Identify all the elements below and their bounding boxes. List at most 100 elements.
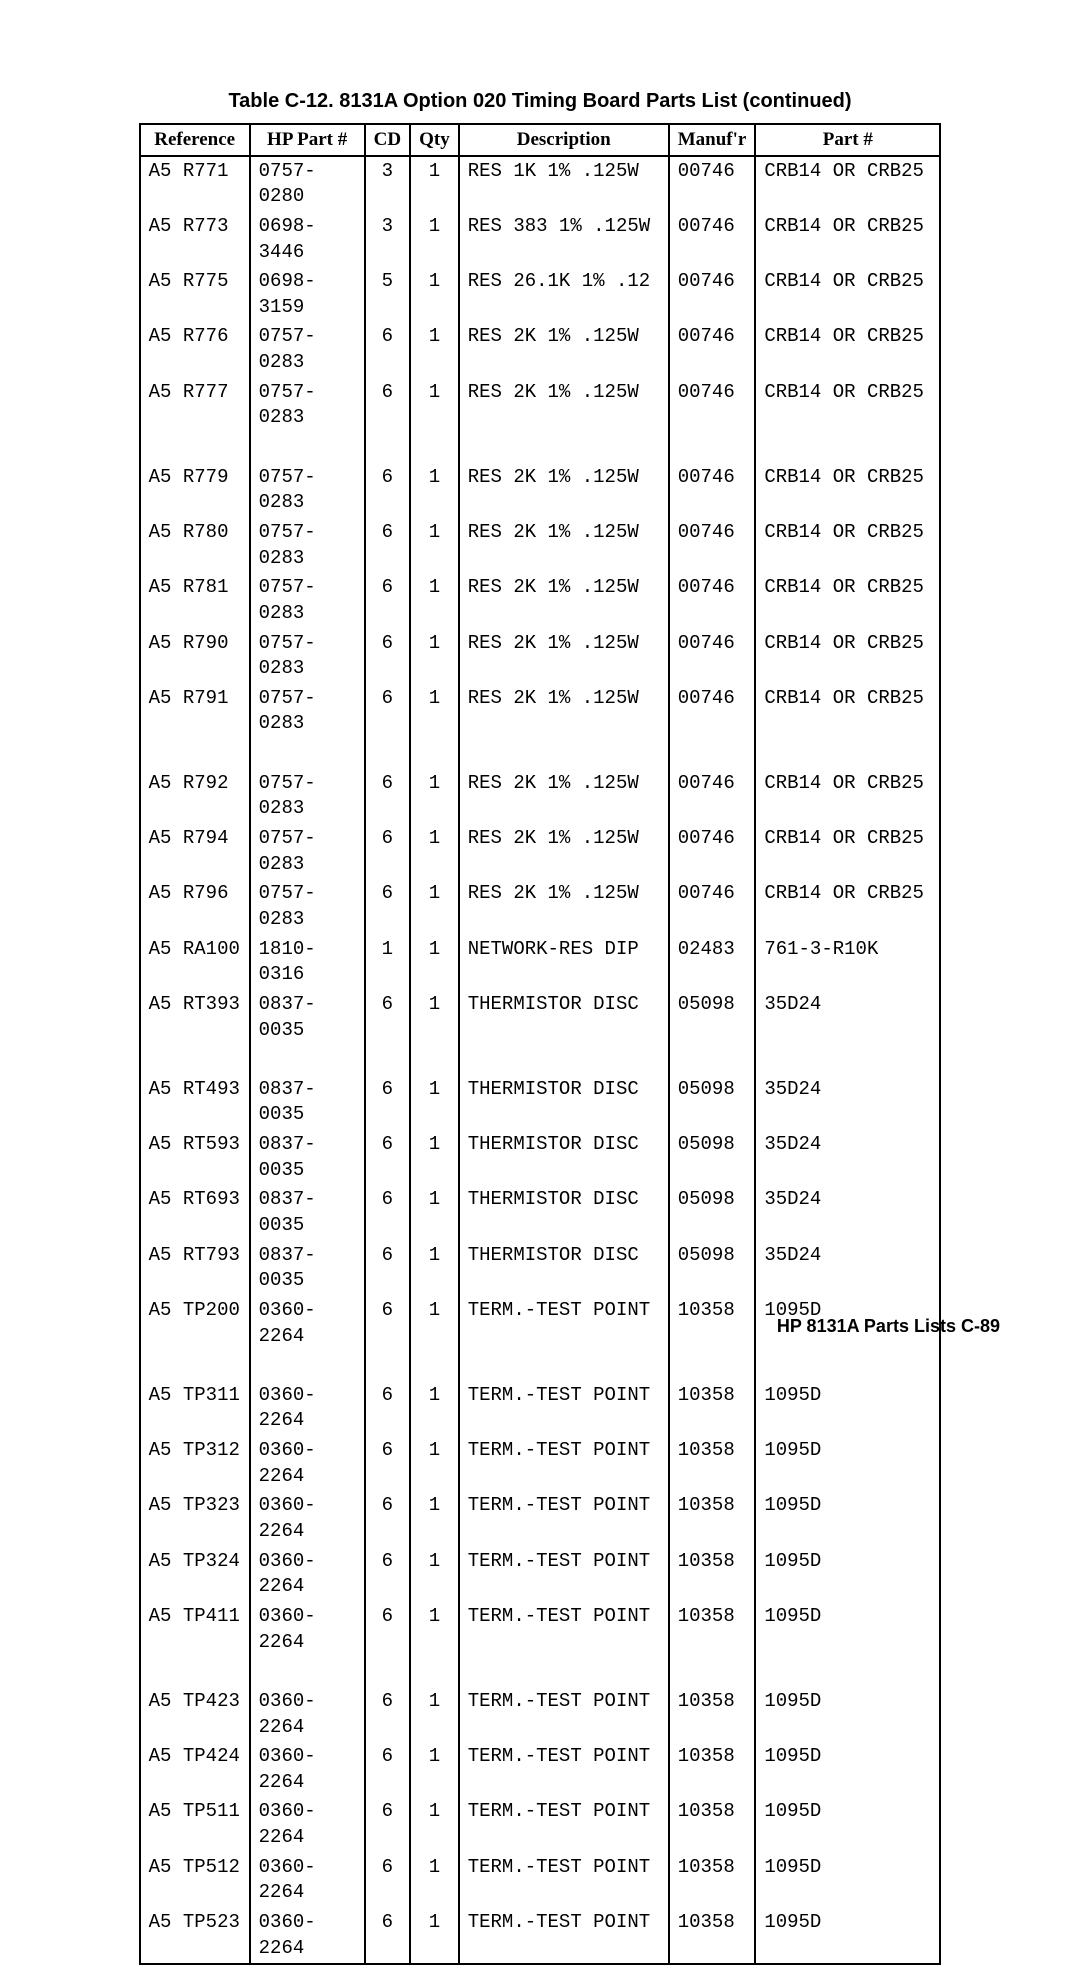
table-cell: 1: [410, 1853, 459, 1908]
table-cell: RES 2K 1% .125W: [459, 518, 669, 573]
table-cell: 6: [365, 1687, 410, 1742]
table-cell: 10358: [669, 1797, 756, 1852]
table-cell: 6: [365, 769, 410, 824]
col-reference: Reference: [140, 124, 250, 156]
table-cell: 35D24: [755, 1185, 940, 1240]
table-cell: 1: [410, 935, 459, 990]
table-cell: CRB14 OR CRB25: [755, 518, 940, 573]
table-cell: 6: [365, 1130, 410, 1185]
table-row: A5 TP4110360-226461TERM.-TEST POINT10358…: [140, 1602, 941, 1657]
table-cell: 5: [365, 267, 410, 322]
table-cell: CRB14 OR CRB25: [755, 212, 940, 267]
table-cell: CRB14 OR CRB25: [755, 684, 940, 739]
table-cell: 00746: [669, 518, 756, 573]
table-cell: RES 1K 1% .125W: [459, 156, 669, 212]
table-cell: 00746: [669, 212, 756, 267]
table-cell: A5 RT393: [140, 990, 250, 1045]
table-cell: 1: [410, 1241, 459, 1296]
table-cell: CRB14 OR CRB25: [755, 322, 940, 377]
table-cell: 1: [410, 1797, 459, 1852]
col-part: Part #: [755, 124, 940, 156]
table-cell: A5 TP411: [140, 1602, 250, 1657]
table-cell: 1: [410, 1436, 459, 1491]
table-cell: 0360-2264: [250, 1296, 365, 1351]
table-cell: RES 26.1K 1% .12: [459, 267, 669, 322]
table-row: A5 R7760757-028361RES 2K 1% .125W00746CR…: [140, 322, 941, 377]
table-cell: 0360-2264: [250, 1742, 365, 1797]
table-cell: CRB14 OR CRB25: [755, 769, 940, 824]
table-cell: A5 R775: [140, 267, 250, 322]
table-cell: CRB14 OR CRB25: [755, 463, 940, 518]
table-cell: 1: [410, 1547, 459, 1602]
table-cell: 1095D: [755, 1491, 940, 1546]
table-cell: 0360-2264: [250, 1853, 365, 1908]
table-cell: 1: [410, 322, 459, 377]
table-cell: 6: [365, 1908, 410, 1964]
table-cell: 1: [365, 935, 410, 990]
table-cell: 0757-0283: [250, 573, 365, 628]
table-row: A5 R7730698-344631RES 383 1% .125W00746C…: [140, 212, 941, 267]
table-cell: 0360-2264: [250, 1602, 365, 1657]
table-header-row: Reference HP Part # CD Qty Description M…: [140, 124, 941, 156]
table-cell: 0360-2264: [250, 1687, 365, 1742]
table-cell: A5 R790: [140, 629, 250, 684]
table-row: A5 RT5930837-003561THERMISTOR DISC050983…: [140, 1130, 941, 1185]
table-cell: 6: [365, 1381, 410, 1436]
table-cell: 1: [410, 573, 459, 628]
table-cell: A5 RA100: [140, 935, 250, 990]
table-cell: A5 RT593: [140, 1130, 250, 1185]
table-cell: 0360-2264: [250, 1381, 365, 1436]
table-cell: 6: [365, 1742, 410, 1797]
col-qty: Qty: [410, 124, 459, 156]
table-cell: 0837-0035: [250, 1075, 365, 1130]
table-cell: A5 TP312: [140, 1436, 250, 1491]
table-gap-row: [140, 433, 941, 463]
col-manufr: Manuf'r: [669, 124, 756, 156]
table-cell: TERM.-TEST POINT: [459, 1547, 669, 1602]
table-cell: A5 TP512: [140, 1853, 250, 1908]
table-cell: 6: [365, 1185, 410, 1240]
table-cell: 1: [410, 990, 459, 1045]
table-cell: TERM.-TEST POINT: [459, 1491, 669, 1546]
table-row: A5 RT4930837-003561THERMISTOR DISC050983…: [140, 1075, 941, 1130]
table-cell: 05098: [669, 1075, 756, 1130]
table-cell: A5 R777: [140, 378, 250, 433]
table-cell: 10358: [669, 1908, 756, 1964]
table-cell: 1: [410, 1296, 459, 1351]
col-cd: CD: [365, 124, 410, 156]
table-cell: TERM.-TEST POINT: [459, 1687, 669, 1742]
table-cell: 00746: [669, 684, 756, 739]
table-cell: 0698-3159: [250, 267, 365, 322]
table-cell: 1: [410, 1742, 459, 1797]
table-cell: CRB14 OR CRB25: [755, 573, 940, 628]
parts-table: Reference HP Part # CD Qty Description M…: [139, 123, 942, 1965]
table-cell: TERM.-TEST POINT: [459, 1436, 669, 1491]
table-cell: 1: [410, 629, 459, 684]
table-cell: 1: [410, 769, 459, 824]
table-cell: TERM.-TEST POINT: [459, 1742, 669, 1797]
table-cell: THERMISTOR DISC: [459, 1241, 669, 1296]
table-cell: 00746: [669, 463, 756, 518]
table-cell: RES 2K 1% .125W: [459, 378, 669, 433]
table-row: A5 R7910757-028361RES 2K 1% .125W00746CR…: [140, 684, 941, 739]
table-cell: RES 2K 1% .125W: [459, 769, 669, 824]
table-cell: A5 R780: [140, 518, 250, 573]
table-row: A5 RT7930837-003561THERMISTOR DISC050983…: [140, 1241, 941, 1296]
table-cell: RES 2K 1% .125W: [459, 573, 669, 628]
table-cell: 05098: [669, 1241, 756, 1296]
table-cell: CRB14 OR CRB25: [755, 629, 940, 684]
table-cell: A5 R796: [140, 879, 250, 934]
table-cell: A5 R794: [140, 824, 250, 879]
table-row: A5 TP5120360-226461TERM.-TEST POINT10358…: [140, 1853, 941, 1908]
col-description: Description: [459, 124, 669, 156]
table-cell: TERM.-TEST POINT: [459, 1797, 669, 1852]
table-cell: THERMISTOR DISC: [459, 990, 669, 1045]
table-cell: 00746: [669, 322, 756, 377]
table-cell: 1: [410, 1381, 459, 1436]
table-cell: A5 TP324: [140, 1547, 250, 1602]
table-cell: 10358: [669, 1296, 756, 1351]
table-row: A5 R7810757-028361RES 2K 1% .125W00746CR…: [140, 573, 941, 628]
table-cell: CRB14 OR CRB25: [755, 824, 940, 879]
table-gap-row: [140, 1657, 941, 1687]
table-cell: A5 R792: [140, 769, 250, 824]
